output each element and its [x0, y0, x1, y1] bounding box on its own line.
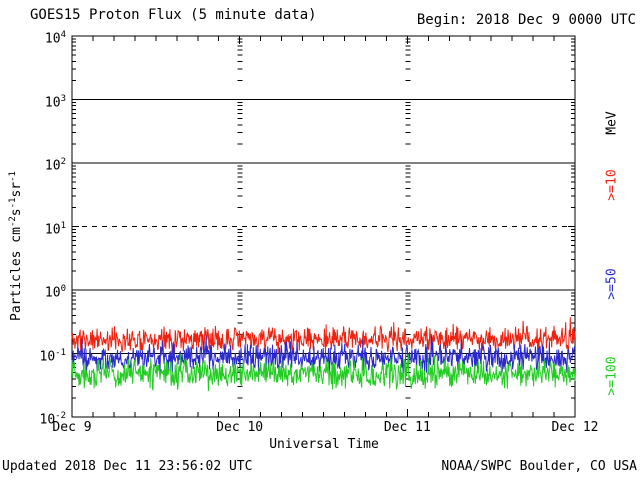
right-axis-unit-label: MeV	[604, 111, 620, 135]
series-threshold-label-50: >=50	[604, 268, 620, 300]
y-axis-tick-label: 102	[44, 157, 66, 174]
y-axis-tick-label: 101	[44, 220, 66, 237]
x-axis-tick-label: Dec 9	[52, 420, 92, 435]
source-attribution-label: NOAA/SWPC Boulder, CO USA	[441, 459, 637, 474]
series-threshold-label-100: >=100	[604, 356, 620, 396]
y-axis-tick-label: 10-2	[39, 411, 67, 428]
flux-series-10	[71, 317, 576, 354]
x-axis-tick-label: Dec 12	[551, 420, 599, 435]
x-axis-tick-label: Dec 11	[383, 420, 431, 435]
y-axis-tick-label: 100	[44, 284, 66, 301]
updated-timestamp-label: Updated 2018 Dec 11 23:56:02 UTC	[2, 459, 253, 474]
y-axis-tick-label: 10-1	[39, 347, 67, 364]
chart-title: GOES15 Proton Flux (5 minute data)	[30, 7, 317, 23]
begin-timestamp-label: Begin: 2018 Dec 9 0000 UTC	[416, 12, 636, 28]
series-threshold-label-10: >=10	[604, 169, 620, 201]
y-axis-tick-label: 104	[44, 30, 66, 47]
x-axis-title: Universal Time	[269, 437, 379, 452]
flux-series-100	[71, 354, 576, 392]
x-axis-tick-label: Dec 10	[216, 420, 264, 435]
flux-series-50	[71, 335, 576, 374]
y-axis-tick-label: 103	[44, 93, 66, 110]
y-axis-title: Particles cm-2s-1sr-1	[7, 171, 25, 321]
